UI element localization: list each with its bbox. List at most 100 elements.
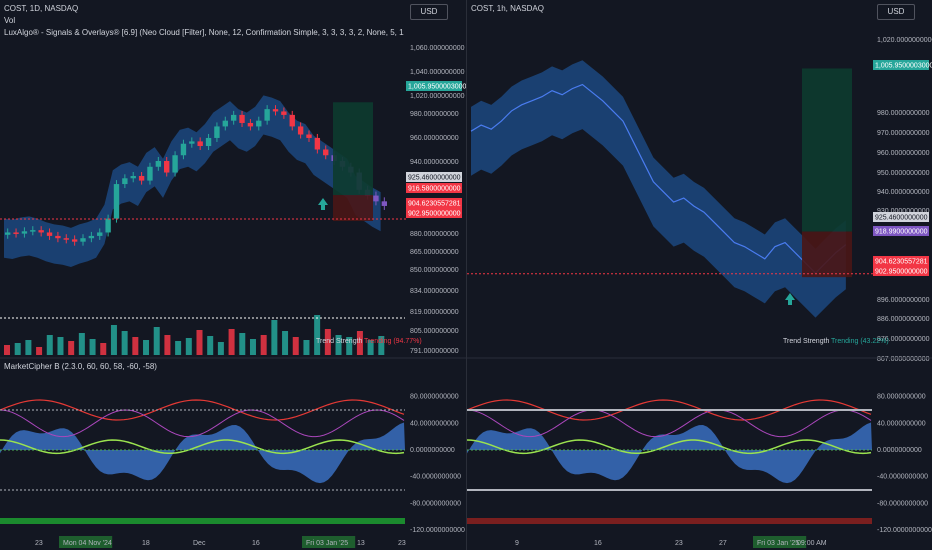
- volume-bar: [175, 341, 182, 355]
- x-axis-label: 23: [675, 540, 683, 547]
- price-axis-label: 1,020.0000000000: [877, 37, 932, 44]
- price-axis-label: 950.0000000000: [877, 170, 930, 177]
- stop-loss-zone: [802, 231, 852, 278]
- money-flow-line: [467, 439, 872, 455]
- left-cipher-label[interactable]: MarketCipher B (2.3.0, 60, 60, 58, -60, …: [4, 362, 157, 371]
- right-currency-button[interactable]: USD: [877, 4, 915, 20]
- candle: [264, 109, 270, 121]
- x-axis-label: 09:00 AM: [797, 540, 827, 547]
- osc-axis-label: -40.0000000000: [410, 474, 461, 481]
- x-axis-label: 16: [252, 540, 260, 547]
- candle: [88, 235, 95, 239]
- volume-bar: [121, 331, 128, 355]
- x-axis-label: 23: [35, 540, 43, 547]
- price-axis-label: 791.000000000: [410, 348, 459, 355]
- price-axis-label: 876.0000000000: [877, 336, 930, 343]
- price-axis-label: 805.000000000: [410, 328, 459, 335]
- trend-strength-value: Trending (43.22%): [831, 338, 889, 345]
- price-tag-bg: [873, 256, 929, 266]
- trend-ribbon: [0, 518, 405, 524]
- price-tag-bg: [873, 266, 929, 276]
- candle: [247, 122, 254, 127]
- candle: [71, 239, 78, 242]
- volume-bar: [196, 330, 203, 355]
- volume-bar: [164, 335, 171, 355]
- left-volume-label[interactable]: Vol: [4, 16, 16, 25]
- candle: [381, 201, 387, 206]
- candle: [373, 195, 379, 202]
- volume-bar: [292, 337, 299, 355]
- price-axis-label: 1,060.000000000: [410, 45, 465, 52]
- candle: [197, 141, 203, 147]
- candle: [256, 120, 262, 127]
- price-tag-bg: [406, 198, 462, 208]
- price-axis-label: 980.0000000000: [877, 110, 930, 117]
- left-currency-button[interactable]: USD: [410, 4, 448, 20]
- candle: [21, 231, 28, 234]
- volume-bar: [68, 341, 75, 355]
- price-tag: 1,005.9500003000: [408, 84, 466, 91]
- price-tag: 904.6230557281: [408, 201, 461, 208]
- price-axis-label: 867.0000000000: [877, 356, 930, 363]
- candle: [46, 232, 53, 236]
- price-tag: 902.9500000000: [875, 269, 928, 276]
- volume-bar: [378, 336, 385, 355]
- price-axis-label: 834.000000000: [410, 288, 459, 295]
- candle: [130, 175, 136, 179]
- osc-axis-label: -120.0000000000: [877, 527, 932, 534]
- osc-axis-label: -40.0000000000: [877, 474, 928, 481]
- price-axis-label: 940.000000000: [410, 159, 459, 166]
- candle: [97, 232, 103, 236]
- volume-bar: [100, 343, 107, 355]
- left-symbol-title[interactable]: COST, 1D, NASDAQ: [4, 4, 79, 13]
- candle: [5, 232, 11, 235]
- wave-area: [0, 422, 405, 484]
- volume-bar: [367, 340, 374, 355]
- take-profit-zone: [333, 102, 373, 196]
- price-tag: 925.4600000000: [408, 175, 461, 182]
- price-axis-label: 980.000000000: [410, 111, 459, 118]
- price-tag: 918.9900000000: [875, 229, 928, 236]
- buy-signal-arrow: [318, 198, 328, 210]
- candle: [38, 230, 44, 233]
- x-axis-label: Fri 03 Jan '25: [306, 540, 348, 547]
- right-chart-pane: 1,020.0000000000 980.0000000000 970.000000…: [466, 0, 932, 550]
- volume-bar: [57, 337, 64, 355]
- price-tag: 1,005.9500003000: [875, 63, 932, 70]
- volume-bar: [335, 335, 342, 355]
- osc-axis-label: -80.0000000000: [877, 500, 928, 507]
- candle: [289, 114, 295, 127]
- volume-bar: [260, 335, 267, 355]
- osc-axis-label: 0.0000000000: [877, 447, 922, 454]
- candle: [306, 134, 312, 138]
- right-symbol-title[interactable]: COST, 1h, NASDAQ: [471, 4, 544, 13]
- x-axis-label: Mon 04 Nov '24: [63, 540, 112, 547]
- x-axis-label: Dec: [193, 540, 206, 547]
- candle: [147, 166, 153, 181]
- rsi-line: [467, 399, 872, 421]
- price-axis-label: 1,020.000000000: [410, 93, 465, 100]
- stop-loss-zone: [333, 195, 373, 221]
- price-tag: 904.6230557281: [875, 259, 928, 266]
- price-axis-label: 960.000000000: [410, 135, 459, 142]
- price-tag-bg: [873, 60, 929, 70]
- wave-area: [467, 422, 872, 484]
- price-axis-label: 850.000000000: [410, 267, 459, 274]
- left-indicator-label[interactable]: LuxAlgo® - Signals & Overlays® [6.9] (Ne…: [4, 28, 404, 37]
- price-axis-label: 886.0000000000: [877, 316, 930, 323]
- price-axis-label: 960.0000000000: [877, 150, 930, 157]
- volume-bar: [110, 325, 117, 355]
- price-tag-bg: [406, 172, 462, 182]
- price-line: [470, 83, 847, 274]
- neo-cloud-band: [471, 60, 846, 318]
- volume-bar: [46, 335, 53, 355]
- take-profit-zone: [802, 68, 852, 232]
- candle: [281, 111, 287, 115]
- right-chart-canvas: 1,020.0000000000980.0000000000970.000000…: [467, 37, 932, 548]
- price-axis-label: 1,040.000000000: [410, 69, 465, 76]
- trend-strength-label: Trend Strength: [783, 338, 830, 345]
- price-tag: 925.4600000000: [875, 215, 928, 222]
- osc-axis-label: 80.0000000000: [410, 394, 459, 401]
- price-tag-bg: [406, 208, 462, 218]
- volume-bar: [4, 345, 10, 355]
